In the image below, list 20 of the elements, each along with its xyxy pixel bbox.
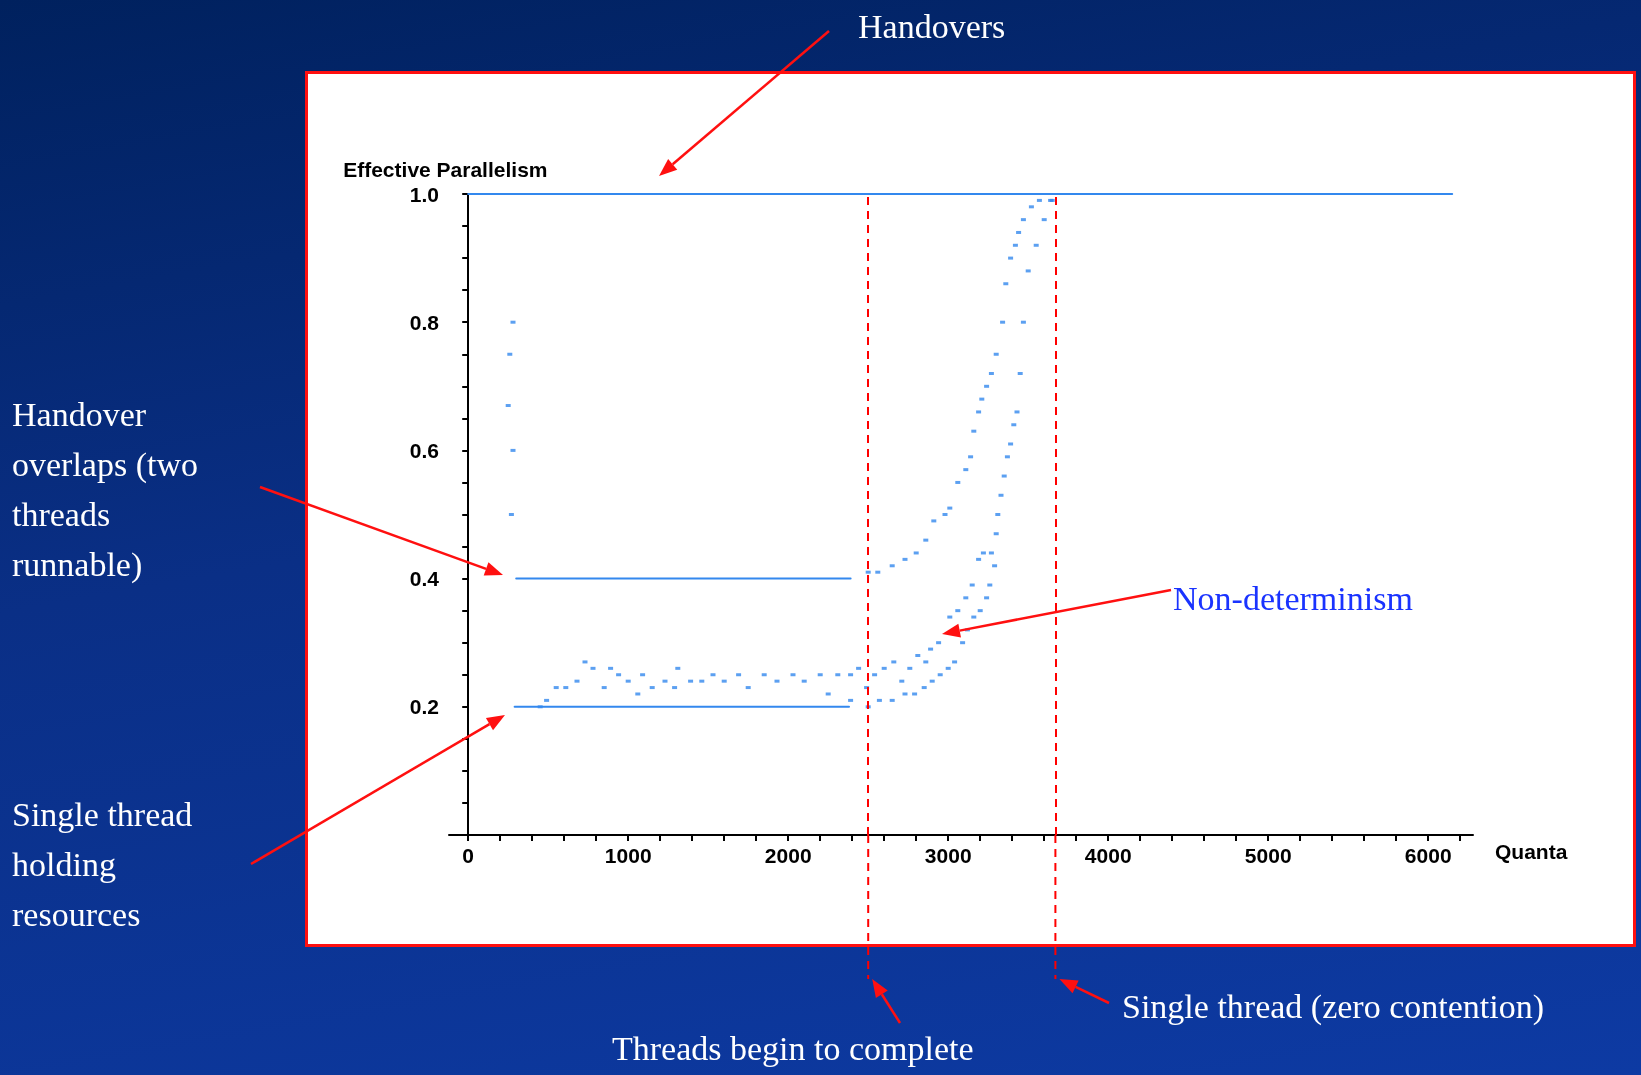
annotation: Non-determinism [1173, 579, 1414, 619]
y-axis-title: Effective Parallelism [343, 158, 548, 181]
text: Handover overlaps (two threads runnable) [12, 395, 199, 585]
x-tick-label: 3000 [924, 844, 972, 867]
x-tick-label: 6000 [1404, 844, 1452, 867]
y-tick-label: 1.0 [409, 182, 439, 206]
text: Single thread (zero contention) [1122, 987, 1545, 1027]
x-tick-label: 4000 [1084, 844, 1132, 867]
x-axis-title: Quanta [1495, 840, 1568, 863]
text: Threads begin to complete [612, 1029, 975, 1069]
x-tick-label: 1000 [604, 844, 652, 867]
text: Handovers [858, 7, 1007, 47]
y-tick-label: 0.6 [409, 438, 439, 462]
y-tick-label: 0.2 [409, 695, 439, 719]
x-tick-label: 0 [462, 844, 475, 867]
y-tick-label: 0.4 [409, 567, 440, 591]
x-tick-label: 2000 [764, 844, 812, 867]
text: Single thread holding resources [12, 795, 194, 935]
y-tick-label: 0.8 [409, 310, 440, 334]
x-tick-label: 5000 [1244, 844, 1292, 867]
